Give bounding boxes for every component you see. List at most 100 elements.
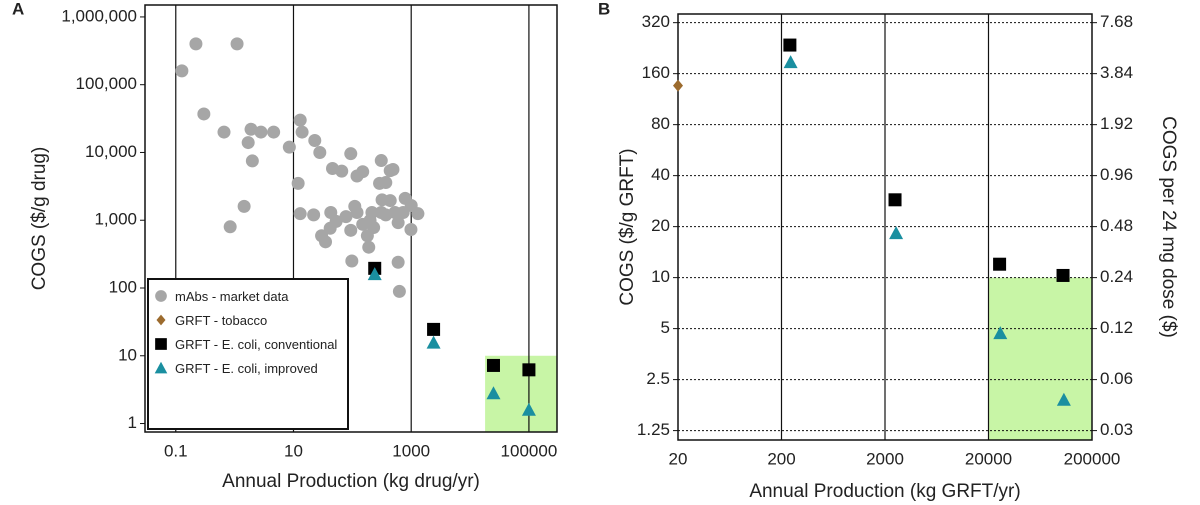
x-tick-label: 200 xyxy=(767,449,795,468)
data-point xyxy=(993,326,1008,340)
data-point xyxy=(230,37,244,51)
data-point xyxy=(1056,392,1071,406)
data-point xyxy=(486,386,501,400)
data-point xyxy=(175,64,189,78)
data-point xyxy=(307,208,321,222)
data-point xyxy=(673,79,683,92)
data-point xyxy=(374,154,388,168)
y2-tick-label: 0.96 xyxy=(1100,165,1133,184)
data-point xyxy=(427,322,441,336)
x-tick-label: 20 xyxy=(669,449,688,468)
data-point xyxy=(254,125,268,139)
y2-tick-label: 0.24 xyxy=(1100,267,1133,286)
y-tick-label: 100 xyxy=(109,277,137,296)
data-point xyxy=(241,136,255,150)
y-tick-label: 10 xyxy=(651,267,670,286)
data-point xyxy=(391,216,405,230)
plot-frame xyxy=(677,13,1093,441)
data-point xyxy=(486,358,500,372)
panel-label: A xyxy=(12,0,24,18)
legend-marker xyxy=(155,338,167,350)
y-axis-title: COGS ($/g GRFT) xyxy=(617,148,638,305)
data-point xyxy=(345,254,359,268)
data-point xyxy=(362,240,376,254)
legend-item: mAbs - market data xyxy=(153,288,343,304)
y-tick-label: 5 xyxy=(661,318,670,337)
x-tick-label: 10 xyxy=(284,441,303,460)
legend-symbol xyxy=(156,314,166,326)
legend-item: GRFT - tobacco xyxy=(153,312,343,328)
y2-tick-label: 3.84 xyxy=(1100,63,1133,82)
data-point xyxy=(244,122,258,136)
data-point xyxy=(282,140,296,154)
data-point xyxy=(365,206,379,220)
y-tick-label: 1,000,000 xyxy=(61,6,137,25)
data-point xyxy=(379,176,393,190)
x-tick-label: 100000 xyxy=(501,441,558,460)
data-point xyxy=(189,37,203,51)
legend-label: GRFT - E. coli, conventional xyxy=(175,336,338,352)
data-point xyxy=(223,220,237,234)
data-point xyxy=(783,38,797,52)
y-tick-label: 20 xyxy=(651,216,670,235)
legend-symbol xyxy=(155,338,167,350)
y2-tick-label: 0.06 xyxy=(1100,369,1133,388)
plot-frame xyxy=(144,4,558,433)
y2-tick-label: 0.12 xyxy=(1100,318,1133,337)
y-tick-label: 100,000 xyxy=(76,74,137,93)
legend-symbol xyxy=(154,361,168,374)
data-point xyxy=(367,221,381,235)
y-tick-label: 10 xyxy=(118,345,137,364)
data-point xyxy=(404,222,418,236)
data-point xyxy=(267,125,281,139)
y2-tick-label: 1.92 xyxy=(1100,114,1133,133)
y2-tick-label: 0.03 xyxy=(1100,420,1133,439)
x-tick-label: 0.1 xyxy=(164,441,188,460)
x-axis-title: Annual Production (kg GRFT/yr) xyxy=(749,481,1020,502)
legend-label: GRFT - E. coli, improved xyxy=(175,360,318,376)
legend-marker xyxy=(154,361,168,374)
data-point xyxy=(889,226,904,240)
data-point xyxy=(293,207,307,221)
data-point xyxy=(237,199,251,213)
y-tick-label: 320 xyxy=(642,12,670,31)
data-point xyxy=(319,235,333,249)
legend-item: GRFT - E. coli, conventional xyxy=(153,336,343,352)
data-point xyxy=(308,134,322,148)
data-point xyxy=(245,154,259,168)
data-point xyxy=(888,193,902,207)
panel-label: B xyxy=(598,0,610,18)
data-point xyxy=(344,147,358,161)
data-point xyxy=(383,194,397,208)
data-point xyxy=(1056,268,1070,282)
data-point xyxy=(386,163,400,177)
legend: mAbs - market data GRFT - tobacco GRFT - E… xyxy=(147,278,349,430)
data-point xyxy=(350,206,364,220)
data-point xyxy=(356,165,370,179)
data-point xyxy=(217,125,231,139)
data-point xyxy=(993,257,1007,271)
y-tick-label: 160 xyxy=(642,63,670,82)
legend-symbol xyxy=(155,290,167,302)
data-point xyxy=(391,255,405,269)
data-point xyxy=(783,55,798,69)
y2-tick-label: 0.48 xyxy=(1100,216,1133,235)
data-point xyxy=(344,223,358,237)
data-point xyxy=(291,176,305,190)
y-tick-label: 1,000 xyxy=(94,210,137,229)
legend-label: mAbs - market data xyxy=(175,288,289,304)
y-tick-label: 10,000 xyxy=(85,142,137,161)
y-tick-label: 1.25 xyxy=(637,420,670,439)
data-point xyxy=(521,402,536,416)
data-point xyxy=(522,363,536,377)
highlight-region xyxy=(988,277,1092,440)
data-point xyxy=(197,107,211,121)
y-axis-title: COGS ($/g drug) xyxy=(29,147,50,291)
x-tick-label: 200000 xyxy=(1064,449,1121,468)
y-tick-label: 2.5 xyxy=(646,369,670,388)
data-point xyxy=(367,267,382,281)
data-point xyxy=(335,164,349,178)
y-tick-label: 80 xyxy=(651,114,670,133)
x-tick-label: 2000 xyxy=(866,449,904,468)
